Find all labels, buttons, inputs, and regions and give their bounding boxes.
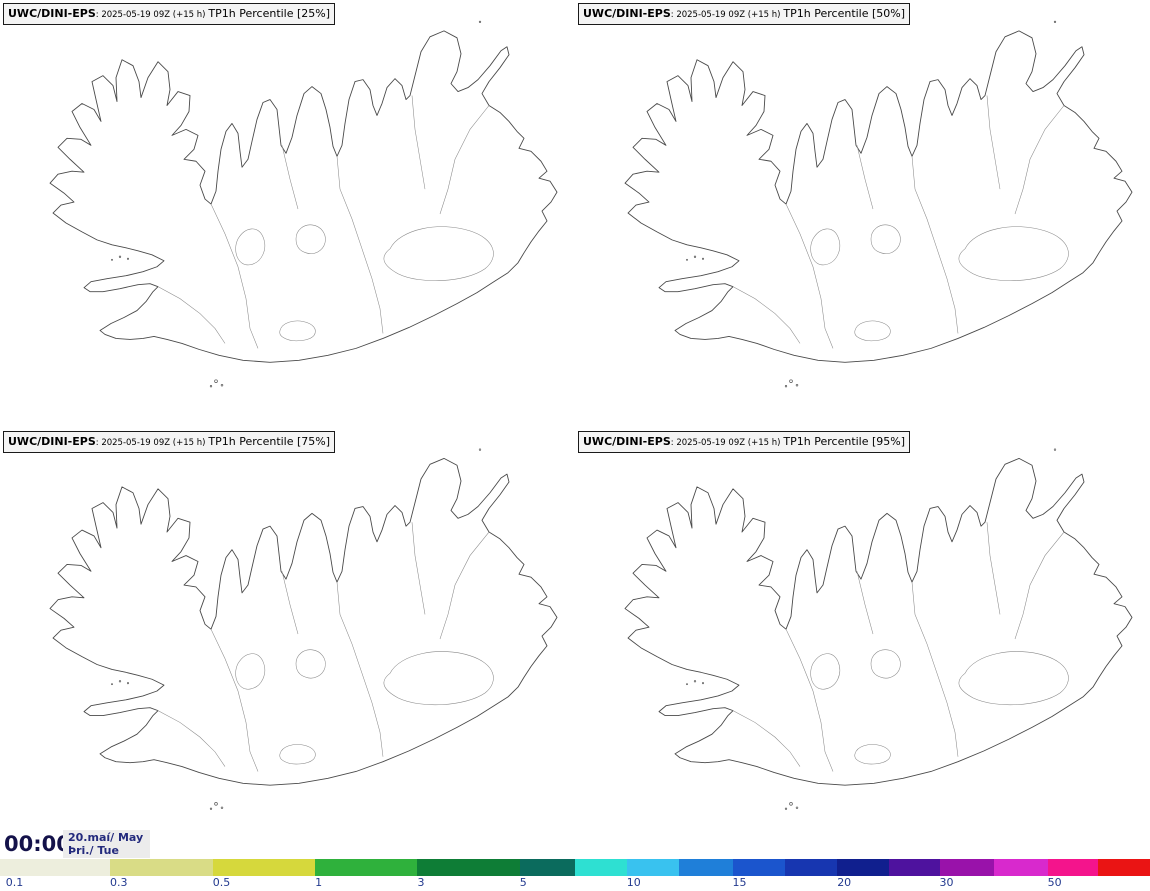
colorbar-tick-label: 30 [939,876,954,889]
colorbar-segment [732,859,786,876]
colorbar-tick-label: 5 [519,876,527,889]
colorbar-segment [678,859,733,876]
colorbar-segment [575,859,627,876]
colorbar-segment [212,859,316,876]
panel-title: TP1h Percentile [25%] [208,7,331,20]
panel-title: TP1h Percentile [75%] [208,435,331,448]
panel-p95: UWC/DINI-EPS: 2025-05-19 09Z (+15 h) TP1h… [575,428,1150,850]
iceland-map-p75 [49,436,558,811]
model-name: UWC/DINI-EPS [583,435,671,448]
iceland-map-p25 [49,8,558,388]
panel-p50: UWC/DINI-EPS: 2025-05-19 09Z (+15 h) TP1h… [575,0,1150,428]
colorbar-segment [417,859,520,876]
footer-time-row: 00:00 20.maí/ May Þri./ Tue [0,830,1150,859]
colorbar-tick-label: 10 [626,876,641,889]
colorbar-tick-label: 1 [315,876,323,889]
colorbar-tick-label: 15 [732,876,747,889]
panel-label-p25: UWC/DINI-EPS: 2025-05-19 09Z (+15 h) TP1h… [3,3,336,25]
run-info: : 2025-05-19 09Z (+15 h) [95,10,206,20]
run-info: : 2025-05-19 09Z (+15 h) [670,10,781,20]
footer: 00:00 20.maí/ May Þri./ Tue 0.1 0.3 0.5 1 3 5… [0,830,1150,891]
panel-p25: UWC/DINI-EPS: 2025-05-19 09Z (+15 h) TP1h… [0,0,575,428]
colorbar-segment [110,859,213,876]
colorbar-segment [0,859,111,876]
colorbar-segment [1098,859,1150,876]
colorbar-tick-label: 20 [837,876,852,889]
run-info: : 2025-05-19 09Z (+15 h) [670,438,781,448]
run-info: : 2025-05-19 09Z (+15 h) [95,438,206,448]
colorbar-ticks: 0.1 0.3 0.5 1 3 5 10 15 20 30 50 [0,876,1150,891]
panel-label-p75: UWC/DINI-EPS: 2025-05-19 09Z (+15 h) TP1h… [3,431,336,453]
model-name: UWC/DINI-EPS [583,7,671,20]
colorbar-tick-label: 0.1 [5,876,24,889]
panel-title: TP1h Percentile [95%] [783,435,906,448]
panel-p75: UWC/DINI-EPS: 2025-05-19 09Z (+15 h) TP1h… [0,428,575,850]
model-name: UWC/DINI-EPS [8,7,96,20]
colorbar-segment [939,859,994,876]
valid-weekday: Þri./ Tue [68,844,119,857]
colorbar-tick-label: 50 [1047,876,1062,889]
colorbar-segment [1047,859,1099,876]
colorbar-segment [315,859,418,876]
colorbar-segment [519,859,575,876]
colorbar-segment [785,859,838,876]
colorbar-segment [888,859,940,876]
iceland-map-p50 [624,8,1133,388]
colorbar-segment [626,859,679,876]
valid-date-box: 20.maí/ May Þri./ Tue [63,830,151,858]
model-name: UWC/DINI-EPS [8,435,96,448]
panel-label-p95: UWC/DINI-EPS: 2025-05-19 09Z (+15 h) TP1h… [578,431,911,453]
valid-date: 20.maí/ May [68,831,144,844]
map-grid: UWC/DINI-EPS: 2025-05-19 09Z (+15 h) TP1h… [0,0,1150,850]
colorbar-tick-label: 0.3 [110,876,128,889]
colorbar-tick-label: 0.5 [212,876,231,889]
iceland-map-p95 [624,436,1133,811]
colorbar [0,859,1150,876]
panel-title: TP1h Percentile [50%] [783,7,906,20]
panel-label-p50: UWC/DINI-EPS: 2025-05-19 09Z (+15 h) TP1h… [578,3,911,25]
colorbar-segment [993,859,1048,876]
colorbar-tick-label: 3 [417,876,425,889]
colorbar-segment [837,859,889,876]
